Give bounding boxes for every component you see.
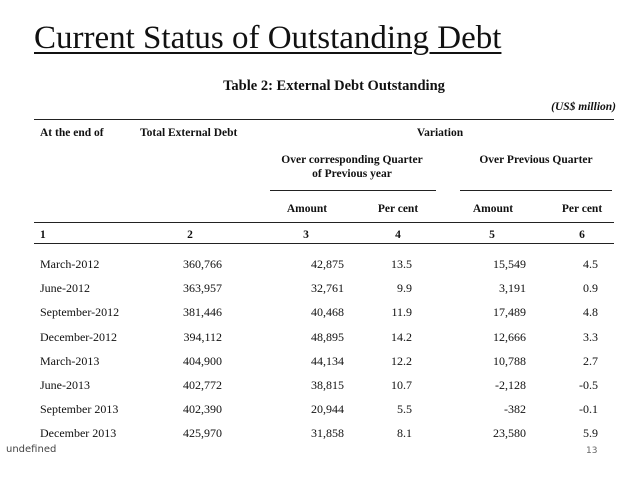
table-cell: 10,788 (493, 353, 526, 368)
header-yoy-line1: Over corresponding Quarter (281, 154, 423, 166)
header-yoy-line2: of Previous year (312, 168, 392, 180)
header-period: At the end of (40, 127, 104, 139)
header-amount-qoq: Amount (472, 203, 514, 215)
page-number: 13 (586, 446, 598, 456)
table-cell: 394,112 (183, 329, 222, 344)
top-rule (34, 119, 614, 120)
table-cell: 11.9 (391, 305, 412, 320)
colnum-4: 4 (395, 229, 401, 241)
units-label: (US$ million) (551, 101, 616, 113)
table-cell: 404,900 (183, 353, 222, 368)
table-cell: 360,766 (183, 257, 222, 271)
qoq-group-rule (460, 190, 612, 191)
table-cell: 363,957 (183, 281, 222, 296)
table-cell: 31,858 (311, 426, 344, 441)
table-cell: 3.3 (583, 329, 598, 344)
colnum-6: 6 (579, 229, 585, 241)
table-cell: -0.1 (579, 402, 598, 417)
table-cell: 10.7 (391, 378, 412, 392)
table-cell: 15,549 (493, 257, 526, 271)
header-percent-qoq: Per cent (561, 203, 603, 215)
table-cell: 42,875 (311, 257, 344, 271)
table-cell: 12,666 (493, 329, 526, 344)
table-cell: 38,815 (311, 378, 344, 392)
row-period: September 2013 (40, 402, 119, 417)
row-period: March-2012 (40, 257, 100, 271)
table-cell: 12.2 (391, 353, 412, 368)
table-cell: 5.9 (583, 426, 598, 441)
table-cell: 0.9 (583, 281, 598, 296)
colnum-2: 2 (187, 229, 193, 241)
table-cell: 23,580 (493, 426, 526, 441)
table-cell: -0.5 (579, 378, 598, 392)
table-cell: 17,489 (493, 305, 526, 320)
row-period: December 2013 (40, 426, 117, 441)
table-cell: 425,970 (183, 426, 222, 441)
row-period: June-2012 (40, 281, 90, 296)
table-cell: 44,134 (311, 353, 344, 368)
header-amount-yoy: Amount (286, 203, 328, 215)
table-cell: 48,895 (311, 329, 344, 344)
subheader-rule (34, 222, 614, 223)
slide-title: Current Status of Outstanding Debt (34, 20, 502, 56)
table-cell: 32,761 (311, 281, 344, 296)
colnum-1: 1 (40, 229, 46, 241)
yoy-group-rule (270, 190, 436, 191)
row-period: March-2013 (40, 353, 100, 368)
table-cell: 40,468 (311, 305, 344, 320)
header-variation: Variation (416, 127, 464, 139)
footer-tag: undefined (6, 444, 57, 455)
table-cell: 13.5 (391, 257, 412, 271)
colnum-5: 5 (489, 229, 495, 241)
table-cell: -2,128 (495, 378, 526, 392)
table-cell: 5.5 (397, 402, 412, 417)
row-period: September-2012 (40, 305, 120, 320)
table-cell: 20,944 (311, 402, 344, 417)
table-cell: 9.9 (397, 281, 412, 296)
row-period: December-2012 (40, 329, 118, 344)
table-cell: 2.7 (583, 353, 598, 368)
table-cell: 3,191 (499, 281, 526, 296)
table-caption: Table 2: External Debt Outstanding (223, 78, 445, 94)
table-cell: -382 (504, 402, 526, 417)
row-period: June-2013 (40, 378, 90, 392)
table-cell: 402,390 (183, 402, 222, 417)
header-qoq: Over Previous Quarter (479, 154, 593, 166)
table-cell: 381,446 (183, 305, 222, 320)
table-cell: 4.5 (583, 257, 598, 271)
table-cell: 8.1 (397, 426, 412, 441)
header-total: Total External Debt (140, 127, 238, 139)
colnum-rule (34, 243, 614, 244)
header-percent-yoy: Per cent (377, 203, 419, 215)
table-cell: 402,772 (183, 378, 222, 392)
colnum-3: 3 (303, 229, 309, 241)
table-cell: 4.8 (583, 305, 598, 320)
table-cell: 14.2 (391, 329, 412, 344)
